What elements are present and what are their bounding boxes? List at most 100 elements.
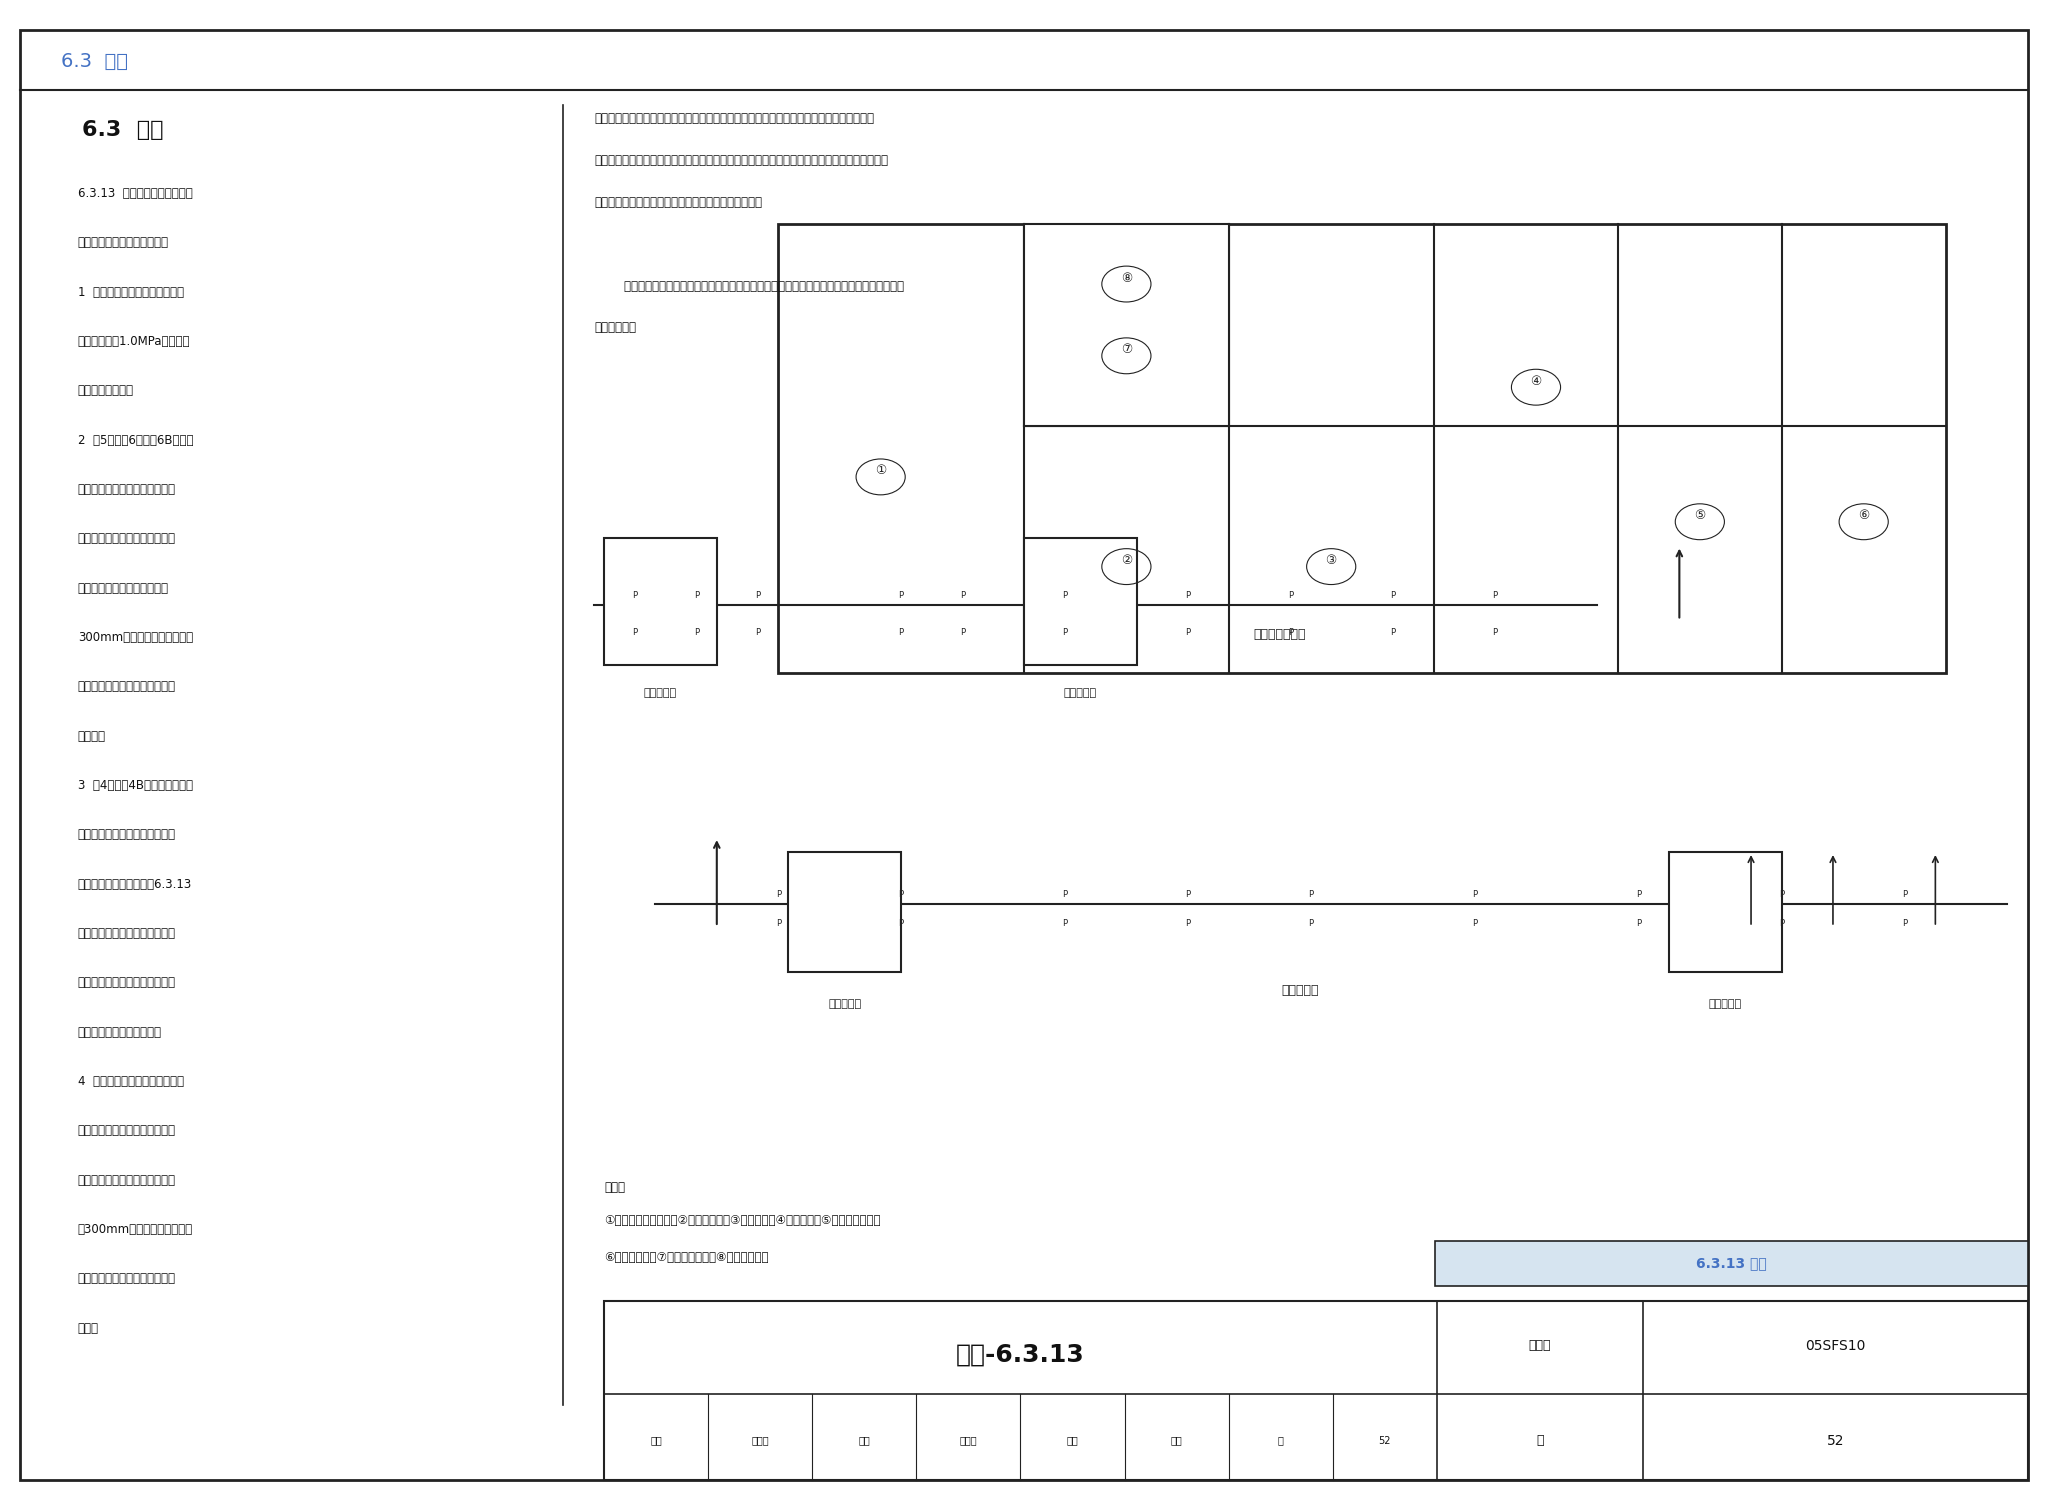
Text: 尺寸应满足化粪池的要求；: 尺寸应满足化粪池的要求；: [78, 1026, 162, 1039]
Text: 排水系统图: 排水系统图: [1282, 984, 1319, 997]
Text: 05SFS10: 05SFS10: [1804, 1338, 1866, 1353]
Text: 6.3  排水: 6.3 排水: [61, 52, 129, 72]
Text: 图集号: 图集号: [1528, 1340, 1550, 1351]
Text: 排水水封井: 排水水封井: [1708, 999, 1743, 1009]
Text: ⑥－排风机房；⑦－排风扩散室；⑧－排风竖井。: ⑥－排风机房；⑦－排风扩散室；⑧－排风竖井。: [604, 1251, 768, 1265]
Text: P: P: [1186, 890, 1190, 898]
Text: ④: ④: [1530, 375, 1542, 387]
Text: P: P: [1063, 591, 1067, 599]
Text: 说明：: 说明：: [604, 1181, 625, 1195]
Text: ①－战时主要出入口；②－防毒通道；③－脱衣间；④－淋浴间；⑤－检查穿衣间；: ①－战时主要出入口；②－防毒通道；③－脱衣间；④－淋浴间；⑤－检查穿衣间；: [604, 1214, 881, 1227]
Text: P: P: [1903, 890, 1907, 898]
Bar: [604, 538, 717, 665]
Text: 空地下室，应符合下列规定：: 空地下室，应符合下列规定：: [78, 236, 168, 250]
Text: P: P: [899, 628, 903, 637]
Text: 300mm；对生活污水，在防空: 300mm；对生活污水，在防空: [78, 631, 193, 644]
Bar: [788, 852, 901, 972]
Text: 6.3  排水: 6.3 排水: [82, 120, 164, 139]
Text: P: P: [1063, 919, 1067, 928]
Text: P: P: [961, 628, 965, 637]
Text: P: P: [1063, 890, 1067, 898]
Text: P: P: [1309, 919, 1313, 928]
Text: P: P: [776, 890, 780, 898]
Text: 水，在防空地下室外部的适当位: 水，在防空地下室外部的适当位: [78, 1124, 176, 1138]
Text: P: P: [1063, 628, 1067, 637]
Text: ①: ①: [874, 465, 887, 477]
Text: P: P: [756, 591, 760, 599]
Text: P: P: [1186, 591, 1190, 599]
Text: 类防空地下室，对非生活污水，: 类防空地下室，对非生活污水，: [78, 483, 176, 496]
Text: 防爆化粪池。: 防爆化粪池。: [594, 321, 637, 335]
Text: P: P: [694, 628, 698, 637]
Text: 地下室外部的适当位置设置防爆: 地下室外部的适当位置设置防爆: [78, 680, 176, 694]
Text: P: P: [633, 591, 637, 599]
Text: P: P: [776, 919, 780, 928]
Text: 情况。在自流排水系统中，防爆化粪池、防毒消波槽起防冲击波及防毒的作用，而在采用机械排: 情况。在自流排水系统中，防爆化粪池、防毒消波槽起防冲击波及防毒的作用，而在采用机…: [594, 154, 889, 167]
Text: ⑧: ⑧: [1120, 272, 1133, 284]
Text: 施培俊: 施培俊: [961, 1435, 977, 1446]
Text: 排水水封井: 排水水封井: [1063, 688, 1098, 698]
Text: P: P: [961, 591, 965, 599]
Text: P: P: [1391, 591, 1395, 599]
Text: P: P: [1780, 890, 1784, 898]
Text: ⑦: ⑦: [1120, 344, 1133, 356]
Text: 于300mm；对生活污水，在防: 于300mm；对生活污水，在防: [78, 1223, 193, 1236]
Text: P: P: [1493, 591, 1497, 599]
Text: 6.3.13 图示: 6.3.13 图示: [1696, 1256, 1767, 1271]
Text: P: P: [756, 628, 760, 637]
Text: 52: 52: [1378, 1435, 1391, 1446]
Text: P: P: [899, 591, 903, 599]
Bar: [1669, 852, 1782, 972]
Text: 本条文是指有地形高差可以利用，不需设排水泵，全部依靠重力排出防空地下室内污废水的: 本条文是指有地形高差可以利用，不需设排水泵，全部依靠重力排出防空地下室内污废水的: [594, 112, 874, 126]
Text: 称压力不小于1.0MPa的铜芯闸: 称压力不小于1.0MPa的铜芯闸: [78, 335, 190, 348]
Text: P: P: [1391, 628, 1395, 637]
Text: 尧勇: 尧勇: [1171, 1435, 1182, 1446]
Text: 所示的最小尺寸。对生活污水，: 所示的最小尺寸。对生活污水，: [78, 927, 176, 940]
Text: 审核: 审核: [651, 1435, 662, 1446]
Text: ⑥: ⑥: [1858, 510, 1870, 522]
Text: 页: 页: [1278, 1435, 1284, 1446]
Text: 水时，由排水管上的防护阀门起防冲击波、防毒作用。: 水时，由排水管上的防护阀门起防冲击波、防毒作用。: [594, 196, 762, 209]
Bar: [1436, 1241, 2028, 1286]
Bar: [1024, 538, 1137, 665]
Text: 1  排出管上应采取设止回阀和公: 1 排出管上应采取设止回阀和公: [78, 286, 184, 299]
Text: P: P: [1636, 890, 1640, 898]
Text: P: P: [899, 919, 903, 928]
Text: 波槽，其大小不应小于图6.3.13: 波槽，其大小不应小于图6.3.13: [78, 878, 193, 891]
Text: P: P: [1493, 628, 1497, 637]
Text: 对乙类防空地下室，不考虑防冲击波的问题，自流排水的防毒主要依靠水封措施，不需要设: 对乙类防空地下室，不考虑防冲击波的问题，自流排水的防毒主要依靠水封措施，不需要设: [594, 280, 903, 293]
Text: ②: ②: [1120, 555, 1133, 567]
Text: P: P: [1636, 919, 1640, 928]
Text: P: P: [694, 591, 698, 599]
Text: P: P: [1473, 890, 1477, 898]
Text: 下室，其排出管上应设置防毒消: 下室，其排出管上应设置防毒消: [78, 828, 176, 842]
Text: P: P: [1186, 628, 1190, 637]
Text: 排水消波井: 排水消波井: [643, 688, 678, 698]
Text: P: P: [1903, 919, 1907, 928]
Text: 杨腊梅: 杨腊梅: [752, 1435, 770, 1446]
Text: P: P: [1473, 919, 1477, 928]
Text: 4  乙类防空地下室，对非生活污: 4 乙类防空地下室，对非生活污: [78, 1075, 184, 1088]
Text: 3  核4级和核4B级的甲类防空地: 3 核4级和核4B级的甲类防空地: [78, 779, 193, 792]
Text: 设计: 设计: [1067, 1435, 1079, 1446]
Text: P: P: [899, 890, 903, 898]
Text: P: P: [633, 628, 637, 637]
Text: P: P: [1288, 591, 1292, 599]
Bar: [778, 224, 1946, 673]
Text: ⑤: ⑤: [1694, 510, 1706, 522]
Text: 校对: 校对: [858, 1435, 870, 1446]
Text: 化粪池；: 化粪池；: [78, 730, 106, 743]
Text: 防毒消波槽可兼作化粪池，但其: 防毒消波槽可兼作化粪池，但其: [78, 976, 176, 990]
Bar: [61, 105, 563, 1405]
Text: 排水消波井: 排水消波井: [827, 999, 862, 1009]
Bar: [604, 1301, 2028, 1480]
Text: ③: ③: [1325, 555, 1337, 567]
Text: P: P: [1309, 890, 1313, 898]
Text: P: P: [1780, 919, 1784, 928]
Text: 52: 52: [1827, 1434, 1843, 1447]
Text: 阀等防倒灌措施；: 阀等防倒灌措施；: [78, 384, 133, 398]
Bar: [1024, 224, 1229, 426]
Text: 排水-6.3.13: 排水-6.3.13: [956, 1343, 1085, 1366]
Text: 粪池。: 粪池。: [78, 1322, 98, 1335]
Text: 6.3.13  采用自流排水系统的防: 6.3.13 采用自流排水系统的防: [78, 187, 193, 200]
